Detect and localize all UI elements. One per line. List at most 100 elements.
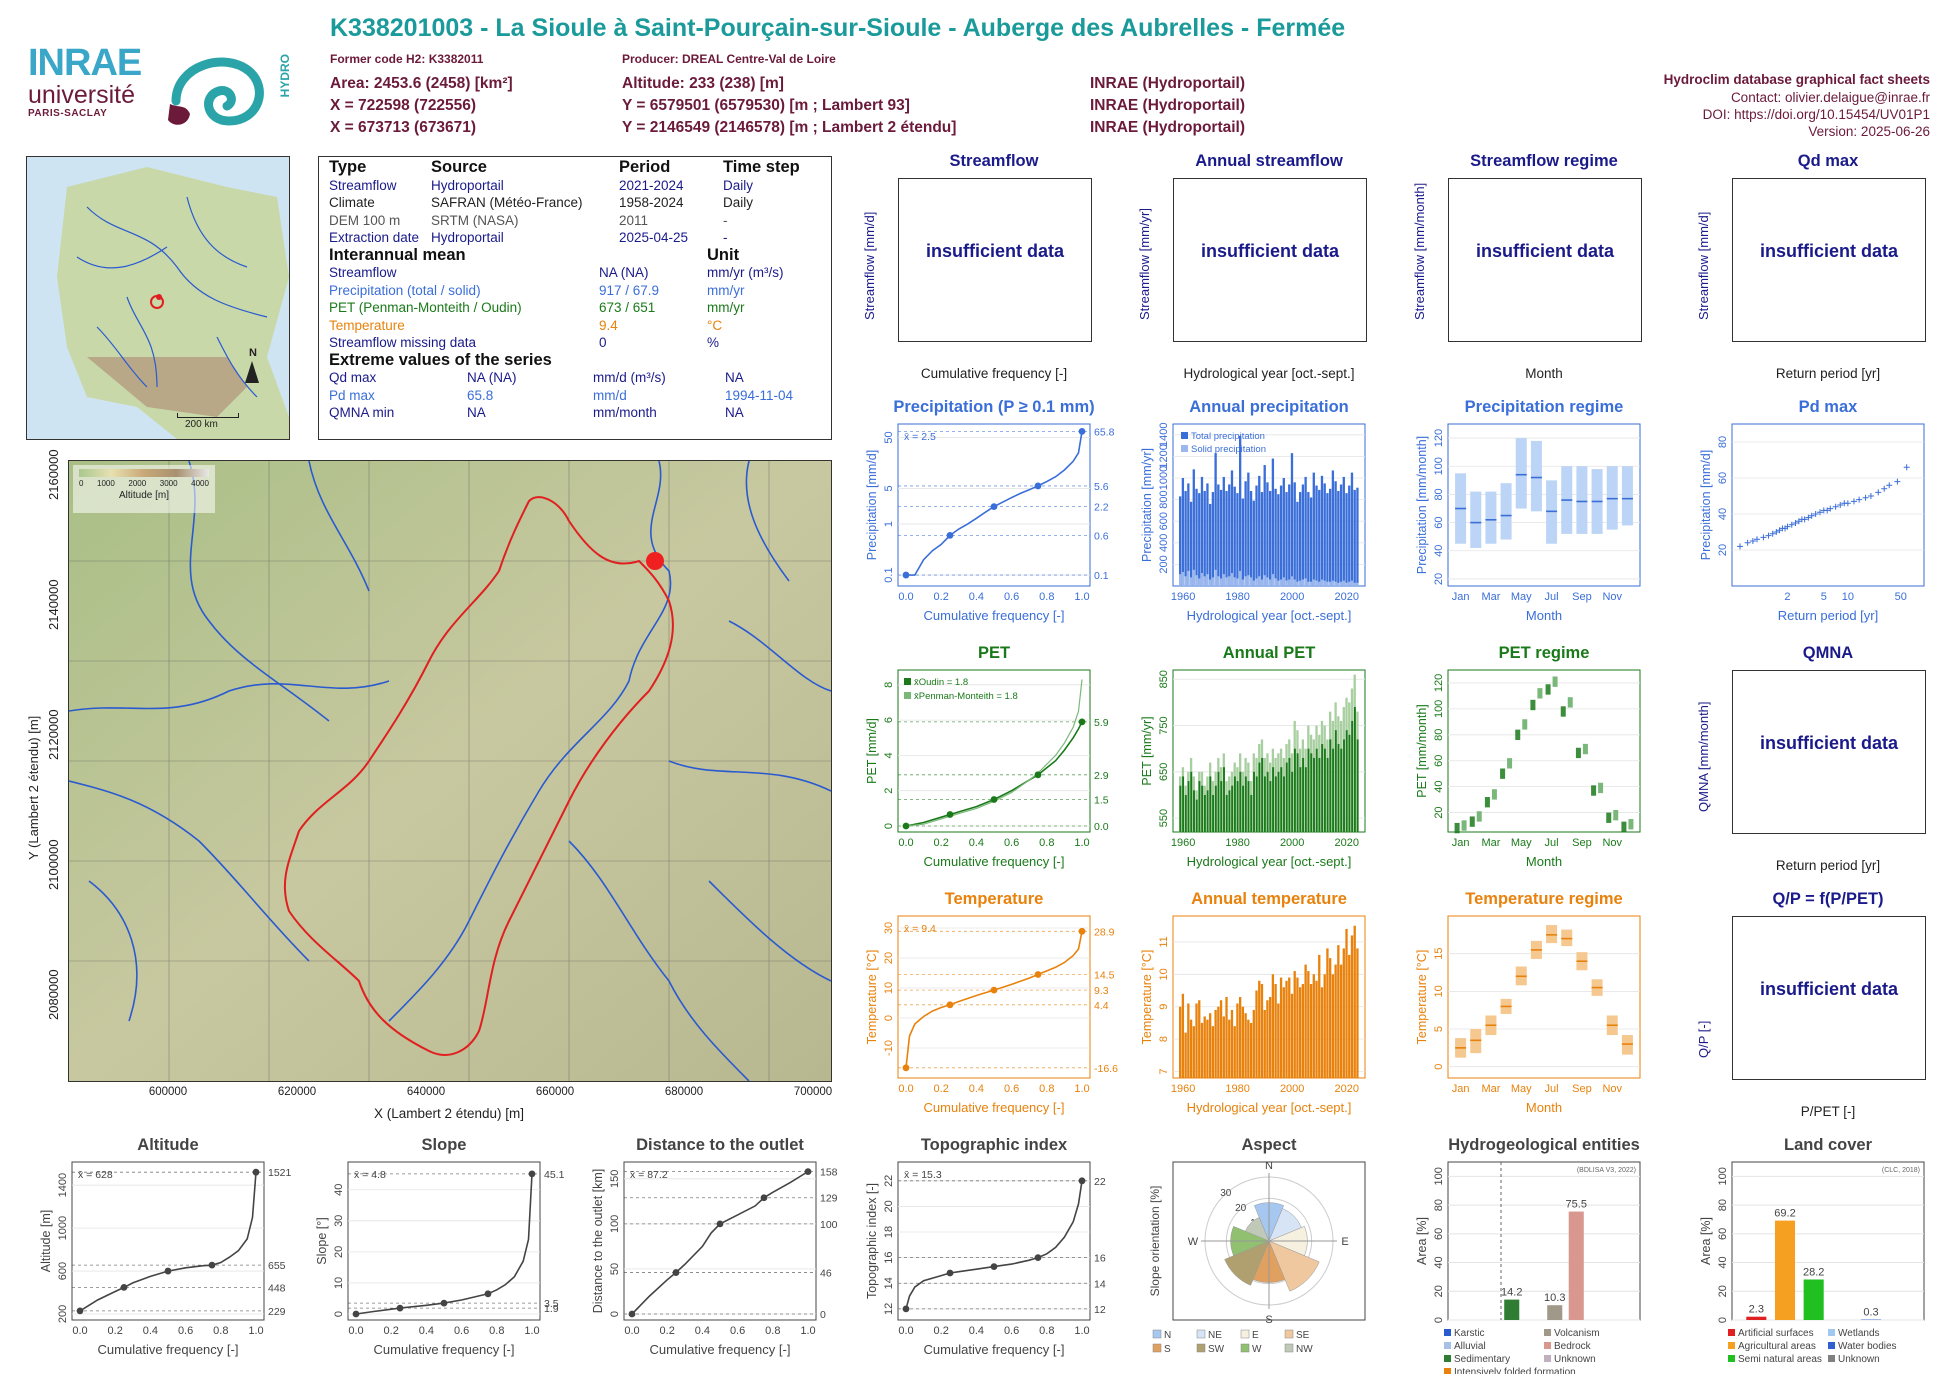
xtick-label: 0.8 [1039, 591, 1054, 603]
ytick-label: 40 [1433, 1256, 1445, 1268]
pd_max-xlabel: Return period [yr] [1778, 608, 1878, 623]
altitude-legend-scale [79, 469, 209, 477]
bar-total [1269, 490, 1272, 586]
annual_temp-title: Annual temperature [1191, 890, 1347, 908]
xtick-label: 1.0 [1074, 1083, 1089, 1095]
bar-oudin [1225, 794, 1228, 832]
bar-oudin [1247, 781, 1250, 832]
quantile-point [120, 1283, 128, 1291]
bar-value [1326, 948, 1329, 1078]
map-xtick: 680000 [664, 1086, 704, 1098]
precip_cdf-plot: 0.0 0.2 0.4 0.6 0.8 1.0 0.1 1 5 50 Cumulative freq… [865, 423, 1115, 623]
ytick-label: 11 [1158, 936, 1170, 947]
bar-solid [1304, 578, 1307, 586]
xtick-label: 0.0 [624, 1325, 639, 1337]
box-penman [1522, 719, 1528, 730]
bar-solid [1318, 581, 1321, 586]
box-iqr [1530, 440, 1542, 512]
table-cell: - [723, 230, 728, 245]
bar-total [1331, 470, 1335, 586]
doi-link[interactable]: DOI: https://doi.org/10.15454/UV01P1 [1702, 107, 1930, 122]
pd_max-plot: 2 5 10 50 20 40 60 80 Return period [yr] Precipit… [1699, 423, 1925, 623]
legend-label: Intensively folded formation [1454, 1367, 1576, 1374]
bar-oudin [1274, 776, 1277, 832]
bar-value [1290, 993, 1294, 1078]
legend-label: Solid precipitation [1191, 444, 1266, 455]
ytick-label: 40 [1433, 545, 1445, 557]
legend-swatch [1444, 1355, 1451, 1362]
quantile-label: 229 [268, 1306, 286, 1318]
bar-sedimentary [1504, 1299, 1520, 1320]
temp_regime-plot: Jan Mar May Jul Sep Nov 0 5 10 15 Month Temperature… [1415, 915, 1641, 1115]
table-cell: NA [725, 370, 744, 385]
bar-total [1350, 472, 1354, 586]
annual_precip-xlabel: Hydrological year [oct.-sept.] [1187, 608, 1352, 623]
bar-total [1348, 485, 1351, 586]
xtick-label: 1980 [1225, 591, 1249, 603]
quantile-label: 129 [820, 1193, 838, 1205]
ytick-label: 150 [609, 1170, 621, 1188]
bar-total [1263, 465, 1266, 586]
bar-solid [1200, 573, 1204, 586]
bar-value [1277, 1003, 1280, 1078]
bar-solid [1225, 577, 1228, 586]
box-oudin [1606, 812, 1612, 823]
bar-solid [1307, 581, 1310, 586]
slope-frame [347, 1161, 541, 1321]
bar-oudin [1321, 744, 1324, 832]
bar-value [1244, 1013, 1247, 1078]
ytick-label: 2 [883, 788, 895, 794]
table-cell: Streamflow [329, 177, 397, 193]
streamflow_regime-frame: insufficient data [1448, 178, 1642, 342]
ytick-label: 0.1 [883, 567, 895, 582]
precip_regime-chart: Jan Mar May Jul Sep Nov 20 40 60 80 100 120 Month Pre… [1415, 423, 1641, 623]
quantile-point [252, 1168, 260, 1176]
pd-point [1749, 538, 1756, 544]
legend-label: Unknown [1554, 1354, 1596, 1365]
annual_pet-plot: 1960 1980 2000 2020 550 650 750 850 Hydrological… [1140, 669, 1366, 869]
bar-oudin [1343, 739, 1345, 832]
map-ytick: 2100000 [46, 839, 61, 890]
annual_pet-chart: 1960 1980 2000 2020 550 650 750 850 Hydrological… [1140, 669, 1366, 869]
xtick-label: 1.0 [248, 1325, 263, 1337]
table-cell: Qd max [329, 370, 377, 385]
bar-value [1334, 964, 1337, 1078]
legend-tick: 0 [79, 479, 84, 488]
ytick-label: 1000 [1158, 466, 1170, 490]
quantile-label: -16.6 [1094, 1063, 1118, 1075]
ytick-label: 120 [1433, 674, 1445, 692]
bar-solid [1198, 578, 1201, 586]
bar-oudin [1302, 757, 1305, 832]
bar-total [1244, 481, 1247, 586]
xtick-label: May [1511, 591, 1532, 603]
qmna-ylabel: QMNA [mm/month] [1696, 701, 1711, 812]
xtick-label: 0.4 [143, 1325, 158, 1337]
bar-oudin [1332, 748, 1335, 832]
ytick-label: -10 [883, 1040, 895, 1056]
bar-value-label: 0.3 [1863, 1307, 1878, 1319]
bar-value [1219, 1000, 1223, 1078]
bar-total [1288, 484, 1291, 586]
bar-solid [1236, 578, 1239, 586]
box-penman [1476, 811, 1482, 822]
quantile-label: 4.4 [1094, 1000, 1109, 1012]
hydrogeology-ylabel: Area [%] [1415, 1217, 1429, 1265]
bar-total [1236, 493, 1239, 586]
former-code: Former code H2: K3382011 [330, 52, 484, 66]
bar-total [1230, 470, 1234, 586]
quantile-point [528, 1170, 536, 1178]
legend-swatch [1828, 1355, 1835, 1362]
pet_regime-ylabel: PET [mm/month] [1415, 704, 1429, 798]
pd_max-title: Pd max [1798, 398, 1858, 416]
box-iqr [1621, 466, 1633, 526]
table-cell: Daily [723, 195, 754, 210]
annual_temp-plot: 1960 1980 2000 2020 7 8 9 10 11 Hydrological year… [1140, 915, 1366, 1115]
xtick-label: 2000 [1280, 837, 1304, 849]
ytick-label: 40 [1433, 781, 1445, 793]
bar-oudin [1288, 757, 1291, 832]
annual_streamflow-xlabel: Hydrological year [oct.-sept.] [1183, 366, 1355, 381]
hydrogeology-source: (BDLISA V3, 2022) [1577, 1167, 1636, 1174]
xtick-label: 0.4 [419, 1325, 434, 1337]
bar-value [1214, 1009, 1217, 1078]
bar-artificial-surfaces [1746, 1316, 1767, 1320]
